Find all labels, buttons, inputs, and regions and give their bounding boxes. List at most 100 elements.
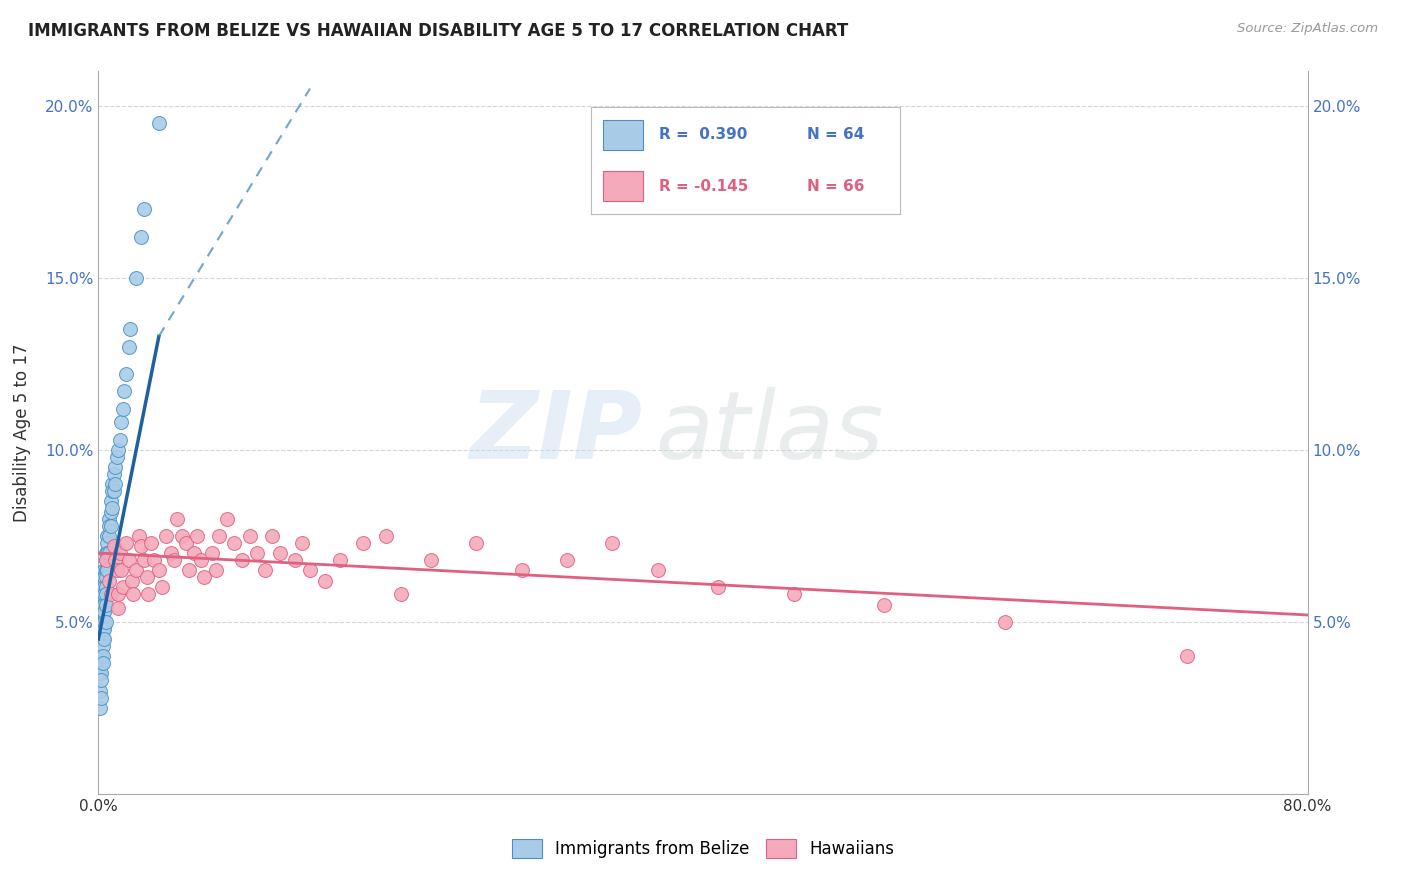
FancyBboxPatch shape xyxy=(603,120,643,150)
Point xyxy=(125,563,148,577)
Point xyxy=(103,467,125,481)
Point xyxy=(111,401,134,416)
Point xyxy=(314,574,336,588)
Point xyxy=(186,529,208,543)
Point xyxy=(201,546,224,560)
Point xyxy=(101,501,124,516)
Point xyxy=(239,529,262,543)
Point xyxy=(155,529,177,543)
Point xyxy=(291,535,314,549)
Point xyxy=(93,605,115,619)
Point xyxy=(93,587,115,601)
Point xyxy=(107,442,129,457)
Legend: Immigrants from Belize, Hawaiians: Immigrants from Belize, Hawaiians xyxy=(505,832,901,865)
Point xyxy=(465,535,488,549)
Point xyxy=(91,622,114,636)
Point xyxy=(163,553,186,567)
Point xyxy=(91,656,114,670)
Point xyxy=(93,563,115,577)
Point xyxy=(108,546,131,560)
Point xyxy=(90,690,112,705)
Point xyxy=(170,529,193,543)
Point xyxy=(93,615,115,629)
Point xyxy=(129,229,152,244)
Point xyxy=(129,539,152,553)
Point xyxy=(118,553,141,567)
Point xyxy=(104,477,127,491)
Point xyxy=(104,460,127,475)
Point xyxy=(183,546,205,560)
Point xyxy=(783,587,806,601)
Point xyxy=(114,367,136,381)
Point xyxy=(120,322,142,336)
Text: IMMIGRANTS FROM BELIZE VS HAWAIIAN DISABILITY AGE 5 TO 17 CORRELATION CHART: IMMIGRANTS FROM BELIZE VS HAWAIIAN DISAB… xyxy=(28,22,848,40)
Point xyxy=(100,587,122,601)
Point xyxy=(93,598,115,612)
Text: atlas: atlas xyxy=(655,387,883,478)
Point xyxy=(91,598,114,612)
Point xyxy=(994,615,1017,629)
Text: R =  0.390: R = 0.390 xyxy=(658,128,747,143)
Point xyxy=(104,553,127,567)
Point xyxy=(132,553,155,567)
Point xyxy=(329,553,352,567)
Point xyxy=(98,511,121,525)
Point xyxy=(873,598,896,612)
Point xyxy=(100,505,122,519)
Point xyxy=(190,553,212,567)
Point xyxy=(93,632,115,646)
Point xyxy=(132,202,155,216)
Point xyxy=(150,581,173,595)
Point xyxy=(91,639,114,653)
Point xyxy=(91,649,114,664)
Point xyxy=(100,494,122,508)
Point xyxy=(148,116,170,130)
Point xyxy=(89,683,111,698)
Point xyxy=(90,649,112,664)
Point xyxy=(94,553,117,567)
Point xyxy=(253,563,276,577)
Point xyxy=(107,601,129,615)
Point xyxy=(112,384,135,399)
Point xyxy=(420,553,443,567)
Point xyxy=(510,563,533,577)
Text: R = -0.145: R = -0.145 xyxy=(658,178,748,194)
Point xyxy=(299,563,322,577)
Point xyxy=(125,270,148,285)
Point xyxy=(101,484,124,499)
Point xyxy=(602,535,624,549)
Point xyxy=(91,615,114,629)
Point xyxy=(96,535,118,549)
Point xyxy=(89,701,111,715)
Point xyxy=(94,553,117,567)
Point xyxy=(93,581,115,595)
Point xyxy=(94,546,117,560)
Text: Source: ZipAtlas.com: Source: ZipAtlas.com xyxy=(1237,22,1378,36)
Point xyxy=(94,615,117,629)
Point xyxy=(103,539,125,553)
Point xyxy=(111,581,134,595)
Point xyxy=(205,563,228,577)
Y-axis label: Disability Age 5 to 17: Disability Age 5 to 17 xyxy=(13,343,31,522)
Point xyxy=(93,570,115,584)
Point xyxy=(135,570,157,584)
Point xyxy=(103,484,125,499)
Point xyxy=(647,563,669,577)
Point xyxy=(118,340,141,354)
Point xyxy=(231,553,253,567)
Point xyxy=(284,553,307,567)
Point xyxy=(148,563,170,577)
Point xyxy=(1175,649,1198,664)
Point xyxy=(246,546,269,560)
Point xyxy=(110,563,132,577)
Text: N = 66: N = 66 xyxy=(807,178,865,194)
Point xyxy=(174,535,197,549)
Point xyxy=(96,529,118,543)
Point xyxy=(94,598,117,612)
Point xyxy=(193,570,215,584)
Point xyxy=(262,529,284,543)
Point xyxy=(166,511,188,525)
Point xyxy=(90,673,112,688)
Point xyxy=(101,477,124,491)
Point xyxy=(94,587,117,601)
